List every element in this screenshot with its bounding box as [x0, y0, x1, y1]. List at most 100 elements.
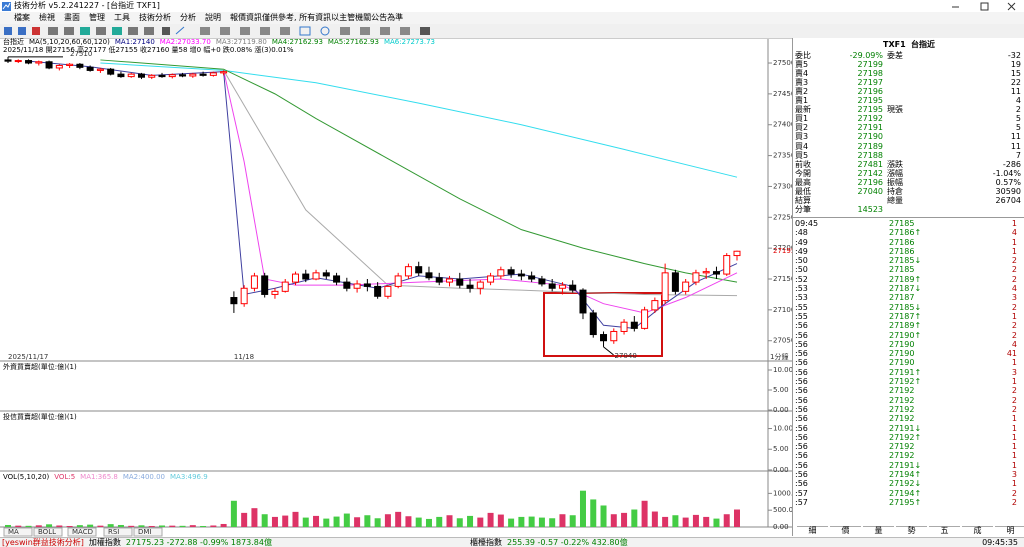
index-name: 加權指數 — [88, 538, 121, 547]
menu-item[interactable]: 檢視 — [39, 13, 55, 22]
menu-item[interactable]: 工具 — [114, 13, 130, 22]
quote-value: 27195 — [857, 105, 883, 115]
tick-time: :56 — [795, 404, 808, 414]
quote-value: 19 — [1010, 60, 1021, 70]
tick-time: :50 — [795, 256, 808, 266]
quote-label: 今開 — [795, 168, 811, 178]
tab[interactable] — [67, 527, 97, 537]
tick-price: 27191↓ — [889, 423, 922, 433]
ma-line — [223, 70, 738, 314]
last-price-label: 27195 — [773, 247, 792, 255]
tick-time: :49 — [795, 246, 808, 256]
window-controls[interactable] — [950, 2, 1020, 11]
tick-qty: 2 — [1011, 497, 1017, 507]
y-tick-label: 27150 — [773, 275, 792, 283]
candle-body — [630, 321, 638, 329]
y-tick-label: 1000.0 — [773, 489, 792, 497]
tick-price: 27191↑ — [889, 367, 922, 377]
legend-item: MA2:27033.70 — [159, 38, 211, 46]
volume-bar — [15, 525, 22, 527]
y-tick-label: 27250 — [773, 213, 792, 221]
status-bar: [yeswin群益技術分析] 加權指數 27175.23 -272.88 -0.99… — [0, 537, 1024, 547]
menu-item[interactable]: 說明 — [205, 13, 221, 22]
tick-price: 27189↑ — [889, 274, 922, 284]
quote-value: 26704 — [995, 195, 1021, 205]
quote-label: 振幅 — [887, 177, 903, 187]
tick-price: 27187↓ — [889, 284, 922, 293]
volume-bar — [333, 516, 340, 527]
candle-body — [137, 73, 145, 78]
candle-body — [558, 284, 566, 289]
candle-body — [230, 297, 238, 305]
candle-body — [25, 60, 33, 64]
tick-qty: 2 — [1011, 321, 1017, 331]
tab-label[interactable]: BOLL — [38, 528, 56, 536]
tick-qty: 1 — [1011, 377, 1017, 386]
tick-price: 27194↑ — [889, 488, 922, 498]
toolbar-icons[interactable] — [0, 24, 450, 38]
tab[interactable] — [33, 527, 63, 537]
volume-bar — [343, 513, 350, 527]
candle-body — [220, 71, 228, 74]
volume-bar — [354, 517, 361, 527]
tab-label[interactable]: RSI — [108, 528, 119, 536]
tab[interactable] — [133, 527, 163, 537]
tick-time: :56 — [795, 423, 808, 433]
ma-line — [223, 70, 738, 297]
menu-item[interactable]: 管理 — [89, 13, 105, 22]
tick-price: 27189↑ — [889, 321, 922, 331]
volume-bar — [148, 525, 155, 527]
volume-bar — [251, 508, 258, 527]
panel-tab[interactable]: 成 — [962, 526, 993, 535]
toolbar — [0, 24, 1024, 39]
tab-label[interactable]: MACD — [72, 528, 93, 536]
candle-body — [261, 275, 269, 295]
quote-label: 賣3 — [795, 78, 809, 88]
menu-item[interactable]: 分析 — [180, 13, 196, 22]
volume-bar — [713, 518, 720, 527]
y-tick-label: 0.00 — [773, 523, 789, 531]
candle-body — [240, 287, 248, 305]
y-tick-label: 27100 — [773, 306, 792, 314]
ma-title: MA(5,10,20,60,60,120) — [29, 38, 110, 46]
tick-time: :49 — [795, 237, 808, 247]
volume-bar — [138, 525, 145, 527]
notice: 報價資訊僅供參考, 所有資訊以主管機關公告為準 — [230, 13, 404, 22]
x-tick-label: 11/18 — [234, 353, 254, 361]
tab[interactable] — [3, 527, 33, 537]
tick-price: 27192↓ — [889, 479, 922, 489]
tick-time: :56 — [795, 442, 808, 452]
panel-tab[interactable]: 明 — [995, 526, 1024, 535]
quote-label: 最新 — [795, 105, 811, 115]
quote-value: 14523 — [857, 204, 883, 214]
panel-tab[interactable]: 細 — [797, 526, 828, 535]
panel-tab[interactable]: 價 — [830, 526, 861, 535]
quote-value: -29.09% — [849, 51, 883, 60]
panel-tab[interactable]: 勢 — [896, 526, 927, 535]
candle-body — [651, 300, 659, 311]
quote-value: 11 — [1010, 132, 1021, 142]
tab-label[interactable]: MA — [8, 528, 19, 536]
quote-value: -286 — [1002, 159, 1021, 169]
quote-label: 賣2 — [795, 87, 809, 97]
volume-bar — [682, 517, 689, 527]
tick-qty: 1 — [1011, 311, 1017, 321]
menu-item[interactable]: 技術分析 — [139, 13, 171, 22]
panel-tab[interactable]: 五 — [929, 526, 960, 535]
index-name: 櫃檯指數 — [470, 538, 502, 547]
candle-body — [733, 250, 741, 257]
tab[interactable] — [103, 527, 133, 537]
volume-bar — [76, 525, 83, 527]
tick-time: :56 — [795, 432, 808, 442]
volume-bar — [641, 500, 648, 527]
menu-item[interactable]: 檔案 — [14, 13, 30, 22]
candle-body — [415, 266, 423, 274]
tick-qty: 4 — [1011, 339, 1017, 349]
status-source: [yeswin群益技術分析] — [2, 538, 84, 547]
menu-item[interactable]: 畫面 — [64, 13, 80, 22]
ma-line — [100, 62, 738, 178]
tab-label[interactable]: DMI — [138, 528, 152, 536]
quote-value: 2 — [1015, 105, 1021, 115]
quote-value: 7 — [1015, 150, 1021, 160]
panel-tab[interactable]: 量 — [863, 526, 894, 535]
